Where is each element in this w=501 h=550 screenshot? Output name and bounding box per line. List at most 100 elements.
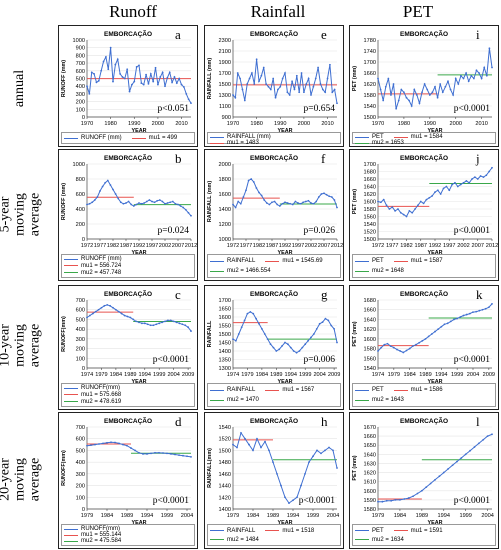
data-point (112, 306, 114, 309)
x-tick-label: 1989 (124, 372, 136, 378)
y-tick-label: 1500 (364, 237, 376, 243)
y-tick-label: 700 (76, 298, 85, 304)
y-tick-label: 1300 (219, 93, 231, 99)
x-tick-label: 1980 (104, 121, 116, 127)
data-point (469, 449, 471, 452)
data-point (274, 96, 277, 99)
data-point (302, 201, 305, 204)
y-tick-label: 800 (76, 177, 85, 183)
data-point (411, 345, 414, 348)
x-tick-label: 1999 (307, 513, 319, 519)
column-header-rainfall: Rainfall (250, 2, 306, 21)
y-tick-label: 2300 (219, 38, 231, 44)
legend-label: mu1 = 1591 (410, 527, 443, 534)
data-point (252, 181, 255, 183)
data-point (267, 85, 270, 88)
legend-label: mu1 = 555.144 (81, 532, 122, 538)
data-point (281, 202, 284, 205)
data-point (336, 467, 338, 469)
data-point (142, 453, 144, 455)
data-point (255, 317, 258, 320)
y-tick-label: 500 (76, 77, 85, 83)
legend-label: mu1 = 1545.69 (282, 258, 323, 264)
legend-item-series: RAINFALL (210, 387, 255, 393)
legend-swatch (64, 258, 78, 260)
y-tick-label: 400 (76, 327, 85, 333)
data-point (145, 73, 147, 76)
x-tick-label: 1997 (443, 243, 455, 249)
y-axis-label: RUNOFF(mm) (61, 450, 67, 486)
data-point (434, 85, 436, 88)
legend-item-mu1: mu1 = 556.724 (64, 263, 121, 269)
legend-label: RUNOFF(mm) (81, 526, 120, 532)
data-point (145, 200, 148, 203)
y-tick-label: 1200 (219, 222, 231, 228)
y-tick-label: 300 (76, 472, 85, 478)
data-point (487, 306, 490, 309)
data-point (112, 80, 114, 83)
x-tick-label: 1984 (247, 513, 259, 519)
data-point (278, 348, 281, 351)
data-point (410, 105, 413, 107)
legend-swatch (265, 260, 280, 262)
y-axis-label: RUNOFF (mm) (61, 60, 67, 97)
data-point (388, 208, 391, 210)
y-tick-label: 600 (76, 192, 85, 198)
chart-title: EMBORCAÇÃO (400, 416, 448, 425)
data-point (255, 187, 258, 189)
data-point (295, 74, 298, 77)
data-point (438, 475, 441, 478)
data-point (232, 203, 234, 206)
data-point (467, 80, 470, 83)
data-point (328, 446, 330, 449)
data-point (240, 431, 242, 434)
y-axis-label: PET (mm) (352, 189, 358, 214)
data-point (417, 204, 419, 207)
data-point (304, 343, 307, 346)
y-tick-label: 800 (76, 53, 85, 59)
y-axis-label: PET (mm) (352, 455, 358, 480)
legend-swatch (355, 142, 369, 144)
data-point (324, 317, 327, 320)
data-point (297, 202, 299, 204)
y-axis-label: RUNOFF (mm) (61, 183, 67, 220)
x-tick-label: 1994 (435, 372, 447, 378)
y-tick-label: 200 (76, 222, 85, 228)
data-point (477, 442, 480, 445)
data-point (408, 347, 411, 350)
y-tick-label: 400 (76, 207, 85, 213)
p-value: p<0.0001 (454, 104, 490, 114)
y-axis-label: RAINFALL (mm) (207, 58, 213, 99)
panel-letter: l (476, 414, 480, 429)
y-tick-label: 1620 (364, 327, 376, 333)
x-tick-label: 2002 (457, 243, 469, 249)
data-point (387, 77, 390, 80)
chart-svg-l: EMBORCAÇÃO l 1580 1590 1600 1610 1620 1630 1640 1… (352, 414, 494, 526)
data-point (331, 91, 334, 94)
x-axis-label: YEAR (278, 128, 293, 134)
data-point (491, 66, 493, 69)
data-point (415, 94, 418, 96)
data-point (379, 88, 382, 91)
data-point (183, 86, 185, 88)
y-tick-label: 1660 (364, 308, 376, 314)
x-tick-label: 2004 (481, 513, 493, 519)
x-tick-label: 2009 (328, 372, 340, 378)
data-point (312, 455, 314, 458)
data-point (441, 91, 444, 94)
x-tick-label: 1994 (287, 513, 299, 519)
chart-svg-g: EMBORCAÇÃO g 1300 1350 1400 1450 1500 1550 1600 1… (207, 287, 340, 385)
y-axis-label: RUNOFF(mm) (61, 316, 67, 352)
legend-swatch (210, 270, 224, 272)
legend-item-mu2: mu2 = 478.619 (64, 399, 121, 405)
data-point (488, 170, 491, 173)
y-tick-label: 1680 (364, 298, 376, 304)
x-tick-label: 2002 (159, 243, 171, 249)
data-point (100, 69, 103, 72)
data-point (407, 497, 410, 499)
legend-item-series: PET (355, 258, 384, 264)
data-point (491, 302, 493, 305)
p-value: p=0.654 (304, 104, 336, 114)
chart-title: EMBORCAÇÃO (250, 153, 298, 162)
